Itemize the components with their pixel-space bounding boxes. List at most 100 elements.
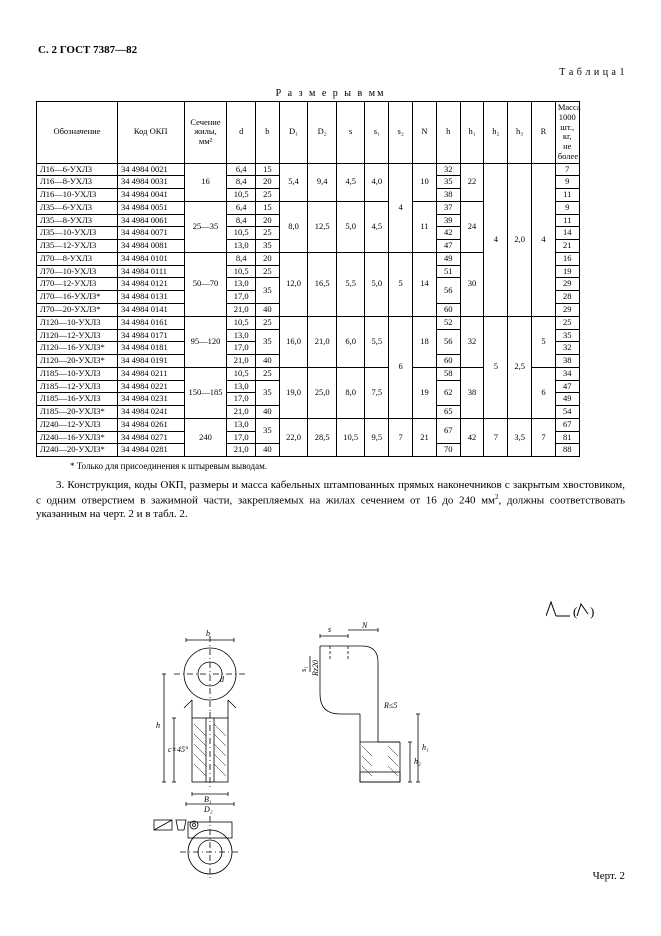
cell: 9,5 — [365, 418, 389, 456]
cell: 60 — [436, 355, 460, 368]
svg-text:): ) — [590, 604, 594, 619]
cell: 6,0 — [336, 316, 365, 367]
cell: 15 — [255, 163, 279, 176]
svg-text:c×45°: c×45° — [168, 745, 189, 754]
cell: 7,5 — [365, 367, 389, 418]
col-header: Код ОКП — [117, 102, 184, 164]
cell: 8,4 — [227, 252, 256, 265]
cell: 4,5 — [365, 201, 389, 252]
cell: 22 — [460, 163, 484, 201]
cell: 67 — [436, 418, 460, 444]
col-header: N — [413, 102, 437, 164]
cell: 13,0 — [227, 380, 256, 393]
cell: Л16—8-УХЛ3 — [37, 176, 118, 189]
page-header: С. 2 ГОСТ 7387—82 — [38, 44, 625, 56]
cell: Л240—16-УХЛ3* — [37, 431, 118, 444]
cell: 56 — [436, 278, 460, 304]
dimensions-table: ОбозначениеКод ОКПСечениежилы,мм²dbD₁D₂s… — [36, 101, 625, 457]
cell: 5,0 — [336, 201, 365, 252]
col-header: D₂ — [308, 102, 337, 164]
cell: Л240—12-УХЛ3 — [37, 418, 118, 431]
cell: Л120—12-УХЛ3 — [37, 329, 118, 342]
cell: 34 4984 0181 — [117, 342, 184, 355]
cell: 8,0 — [336, 367, 365, 418]
cell: 22,0 — [279, 418, 308, 456]
cell: 9 — [555, 176, 579, 189]
cell: 10,5 — [227, 189, 256, 202]
cell: Л16—10-УХЛ3 — [37, 189, 118, 202]
cell: 52 — [436, 316, 460, 329]
cell: 5,4 — [279, 163, 308, 201]
cell: 34 4984 0191 — [117, 355, 184, 368]
cell: 34 4984 0141 — [117, 304, 184, 317]
cell: Л70—16-УХЛ3* — [37, 291, 118, 304]
cell: 13,0 — [227, 278, 256, 291]
cell: 25 — [255, 227, 279, 240]
cell: 42 — [460, 418, 484, 456]
cell: 25,0 — [308, 367, 337, 418]
cell: 5 — [389, 252, 413, 316]
col-header: b — [255, 102, 279, 164]
cell: Л120—20-УХЛ3* — [37, 355, 118, 368]
cell: 20 — [255, 252, 279, 265]
cell: 29 — [555, 304, 579, 317]
cell: 21 — [555, 240, 579, 253]
cell: 34 — [555, 367, 579, 380]
cell: 34 4984 0271 — [117, 431, 184, 444]
cell: 67 — [555, 418, 579, 431]
col-header: D₁ — [279, 102, 308, 164]
cell: 5,5 — [336, 252, 365, 316]
cell: 9,4 — [308, 163, 337, 201]
cell: 7 — [532, 418, 556, 456]
cell: 21,0 — [227, 355, 256, 368]
cell: 4,0 — [365, 163, 389, 201]
svg-text:d: d — [220, 675, 225, 684]
svg-text:h₂: h₂ — [414, 757, 421, 766]
cell: 25 — [255, 265, 279, 278]
cell: 34 4984 0241 — [117, 406, 184, 419]
cell: 10,5 — [227, 227, 256, 240]
col-header: R — [532, 102, 556, 164]
cell: 7 — [555, 163, 579, 176]
cell: 34 4984 0041 — [117, 189, 184, 202]
svg-text:h: h — [156, 721, 160, 730]
cell: 35 — [255, 278, 279, 304]
cell: 39 — [436, 214, 460, 227]
svg-text:Rz20: Rz20 — [311, 660, 320, 677]
cell: 21,0 — [227, 406, 256, 419]
cell: 34 4984 0031 — [117, 176, 184, 189]
cell: 47 — [436, 240, 460, 253]
cell: 60 — [436, 304, 460, 317]
cell: 21,0 — [308, 316, 337, 367]
cell: 34 4984 0121 — [117, 278, 184, 291]
cell: 54 — [555, 406, 579, 419]
col-header: h₃ — [508, 102, 532, 164]
cell: 25 — [255, 367, 279, 380]
col-header: s₁ — [365, 102, 389, 164]
cell: 19 — [555, 265, 579, 278]
cell: 12,5 — [308, 201, 337, 252]
cell: 28,5 — [308, 418, 337, 456]
cell: 8,4 — [227, 176, 256, 189]
cell: 29 — [555, 278, 579, 291]
cell: 9 — [555, 201, 579, 214]
cell: 6,4 — [227, 163, 256, 176]
cell: 34 4984 0261 — [117, 418, 184, 431]
cell: 6,4 — [227, 201, 256, 214]
surface-symbol: ( ) — [546, 600, 596, 624]
cell: 38 — [436, 189, 460, 202]
cell: 20 — [255, 176, 279, 189]
svg-text:s₁: s₁ — [299, 666, 308, 672]
cell: 49 — [436, 252, 460, 265]
svg-text:(: ( — [573, 604, 577, 619]
col-header: d — [227, 102, 256, 164]
cell: Л35—10-УХЛ3 — [37, 227, 118, 240]
cell: 42 — [436, 227, 460, 240]
cell: Л35—12-УХЛ3 — [37, 240, 118, 253]
figure-2-diagram: b h c×45° B₁ D₂ d s N s₁ Rz20 R≤5 h₂ h₁ — [150, 616, 430, 886]
cell: 13,0 — [227, 329, 256, 342]
cell: 10,5 — [227, 316, 256, 329]
cell: 3,5 — [508, 418, 532, 456]
cell: 35 — [255, 380, 279, 406]
cell: 5,5 — [365, 316, 389, 367]
